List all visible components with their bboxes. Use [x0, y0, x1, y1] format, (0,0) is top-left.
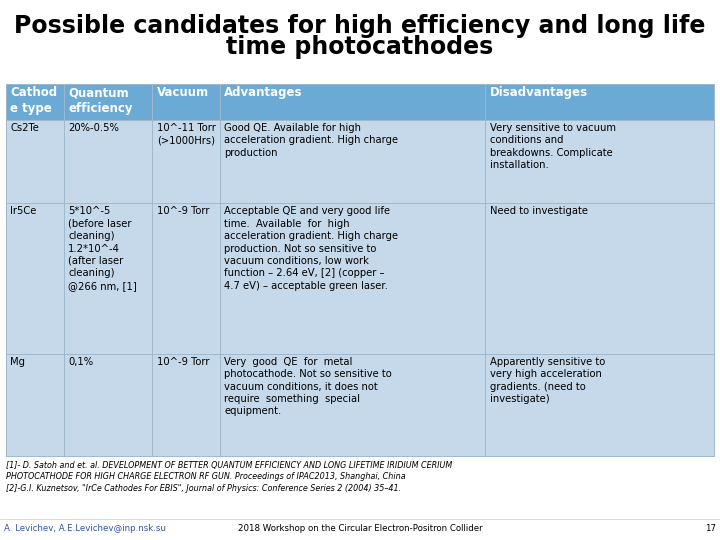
Text: 10^-9 Torr: 10^-9 Torr: [157, 206, 210, 217]
Text: Cathod
e type: Cathod e type: [10, 86, 57, 116]
Bar: [153, 203, 220, 354]
Text: 20%-0.5%: 20%-0.5%: [68, 123, 119, 133]
Bar: [64, 84, 153, 119]
Bar: [64, 354, 153, 456]
Text: Good QE. Available for high
acceleration gradient. High charge
production: Good QE. Available for high acceleration…: [224, 123, 398, 158]
Text: time photocathodes: time photocathodes: [226, 35, 494, 59]
Bar: [153, 84, 220, 119]
Bar: [153, 119, 220, 203]
Text: Very sensitive to vacuum
conditions and
breakdowns. Complicate
installation.: Very sensitive to vacuum conditions and …: [490, 123, 616, 170]
Bar: [220, 203, 485, 354]
Text: Advantages: Advantages: [224, 86, 302, 99]
Text: [1]- D. Satoh and et. al. DEVELOPMENT OF BETTER QUANTUM EFFICIENCY AND LONG LIFE: [1]- D. Satoh and et. al. DEVELOPMENT OF…: [6, 461, 452, 493]
Bar: [6, 119, 64, 203]
Text: Cs2Te: Cs2Te: [10, 123, 39, 133]
Bar: [485, 203, 714, 354]
Text: Disadvantages: Disadvantages: [490, 86, 588, 99]
Bar: [64, 203, 153, 354]
Text: 10^-11 Torr
(>1000Hrs): 10^-11 Torr (>1000Hrs): [157, 123, 215, 145]
Text: 0,1%: 0,1%: [68, 357, 94, 367]
Text: Possible candidates for high efficiency and long life: Possible candidates for high efficiency …: [14, 14, 706, 37]
Bar: [6, 354, 64, 456]
Bar: [220, 354, 485, 456]
Bar: [485, 354, 714, 456]
Text: Ir5Ce: Ir5Ce: [10, 206, 37, 217]
Text: Acceptable QE and very good life
time.  Available  for  high
acceleration gradie: Acceptable QE and very good life time. A…: [224, 206, 398, 291]
Text: 10^-9 Torr: 10^-9 Torr: [157, 357, 210, 367]
Text: Very  good  QE  for  metal
photocathode. Not so sensitive to
vacuum conditions, : Very good QE for metal photocathode. Not…: [224, 357, 392, 416]
Text: 5*10^-5
(before laser
cleaning)
1.2*10^-4
(after laser
cleaning)
@266 nm, [1]: 5*10^-5 (before laser cleaning) 1.2*10^-…: [68, 206, 137, 291]
Text: Vacuum: Vacuum: [157, 86, 209, 99]
Text: Mg: Mg: [10, 357, 25, 367]
Text: Need to investigate: Need to investigate: [490, 206, 588, 217]
Bar: [485, 119, 714, 203]
Text: Quantum
efficiency: Quantum efficiency: [68, 86, 132, 116]
Text: A. Levichev, A.E.Levichev@inp.nsk.su: A. Levichev, A.E.Levichev@inp.nsk.su: [4, 524, 166, 532]
Bar: [6, 84, 64, 119]
Bar: [485, 84, 714, 119]
Bar: [6, 203, 64, 354]
Bar: [153, 354, 220, 456]
Text: 17: 17: [706, 524, 716, 532]
Bar: [64, 119, 153, 203]
Bar: [220, 119, 485, 203]
Text: Apparently sensitive to
very high acceleration
gradients. (need to
investigate): Apparently sensitive to very high accele…: [490, 357, 605, 404]
Text: 2018 Workshop on the Circular Electron-Positron Collider: 2018 Workshop on the Circular Electron-P…: [238, 524, 482, 532]
Bar: [220, 84, 485, 119]
